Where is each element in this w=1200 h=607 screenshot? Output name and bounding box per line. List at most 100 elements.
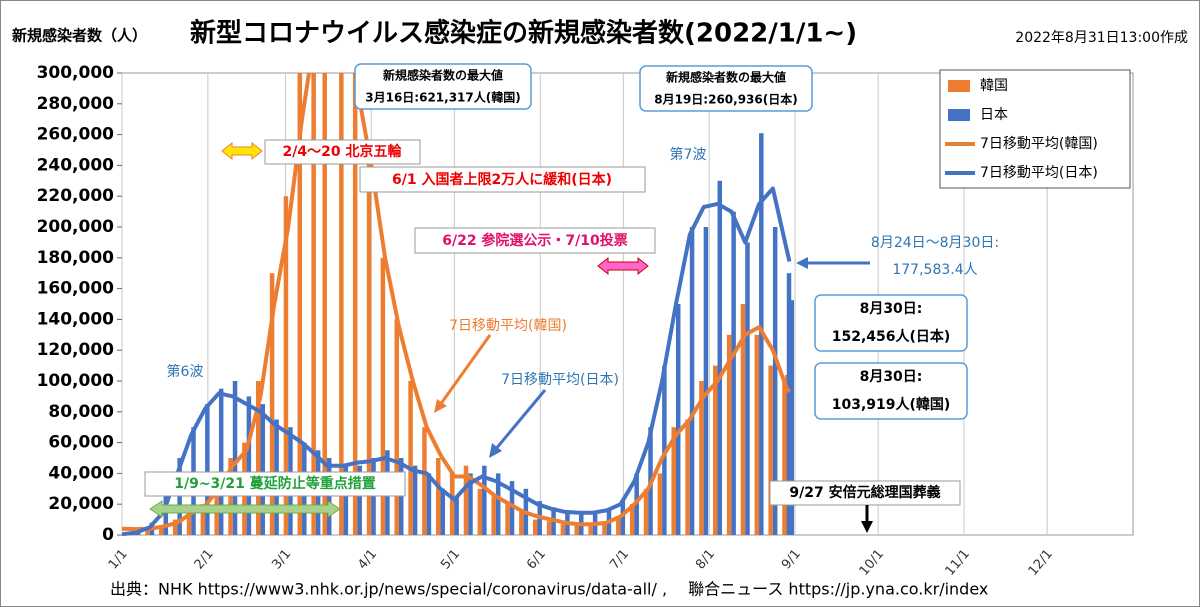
annotation-box <box>814 362 968 420</box>
bar <box>620 501 626 535</box>
bar <box>343 465 349 535</box>
legend-label: 日本 <box>980 107 1008 123</box>
bar <box>703 227 709 535</box>
bar <box>786 273 792 535</box>
legend-box <box>939 69 1131 189</box>
bar <box>408 381 413 535</box>
bar <box>713 365 718 535</box>
arrowhead <box>796 257 808 269</box>
source: 出典：NHK https://www3.nhk.or.jp/news/speci… <box>110 580 988 599</box>
annotation: 8月30日: <box>860 369 923 385</box>
bar <box>322 73 327 535</box>
annotation: 2/4〜20 北京五輪 <box>283 143 403 160</box>
annotation: 6/22 参院選公示・7/10投票 <box>442 232 628 249</box>
bar <box>159 525 164 535</box>
y-tick-label: 260,000 <box>37 125 115 145</box>
y-tick-label: 100,000 <box>37 371 115 391</box>
bar <box>657 473 663 535</box>
bar <box>745 242 750 535</box>
annotation: 8月19日:260,936(日本) <box>654 92 797 107</box>
bar <box>255 381 261 535</box>
bar <box>588 525 593 535</box>
bar <box>731 211 736 535</box>
bar <box>436 458 441 535</box>
y-tick-label: 280,000 <box>37 94 115 114</box>
bar <box>218 388 224 535</box>
bar <box>546 521 552 535</box>
annotation-box <box>359 166 646 193</box>
bar <box>246 396 252 535</box>
annotation-box <box>769 480 961 506</box>
bar <box>440 488 446 535</box>
bar <box>463 465 469 535</box>
bar <box>412 465 418 535</box>
arrow <box>493 389 547 451</box>
bar <box>491 496 496 535</box>
y-tick-label: 200,000 <box>37 217 115 237</box>
annotation: 1/9~3/21 蔓延防止等重点措置 <box>174 475 376 492</box>
bar <box>726 334 732 535</box>
double-arrow <box>221 141 263 161</box>
bar <box>283 196 289 535</box>
bar <box>754 334 760 535</box>
y-tick-label: 0 <box>102 525 114 545</box>
bar <box>675 304 681 535</box>
bar <box>357 465 362 535</box>
bar <box>689 227 695 535</box>
chart-title: 新型コロナウイルス感染症の新規感染者数(2022/1/1~) <box>190 18 857 49</box>
arrowhead <box>489 443 502 458</box>
bar <box>426 473 432 535</box>
y-tick-label: 160,000 <box>37 279 115 299</box>
annotation: 103,919人(韓国) <box>832 396 951 413</box>
annotation: 7日移動平均(韓国) <box>449 318 567 334</box>
annotation: 新規感染者数の最大値 <box>383 68 503 83</box>
y-tick-label: 120,000 <box>37 340 115 360</box>
bar <box>468 473 473 535</box>
legend-label: 韓国 <box>980 78 1008 94</box>
bar <box>352 73 358 535</box>
bar <box>269 273 275 535</box>
y-tick-label: 220,000 <box>37 186 115 206</box>
bar <box>482 465 487 535</box>
annotation-box <box>144 471 406 497</box>
annotation: 152,456人(日本) <box>832 328 951 345</box>
bar <box>629 504 635 535</box>
annotation: 新規感染者数の最大値 <box>666 70 786 85</box>
legend-label: 7日移動平均(韓国) <box>980 136 1098 152</box>
moving-average-line <box>122 73 792 532</box>
bar <box>205 404 210 535</box>
bar <box>260 404 265 535</box>
bar <box>643 488 649 535</box>
legend-swatch <box>948 109 970 121</box>
annotation: 8月24日〜8月30日: <box>871 235 999 251</box>
arrow <box>438 334 492 406</box>
arrowhead <box>861 521 873 533</box>
annotation: 3月16日:621,317人(韓国) <box>365 90 520 105</box>
bar <box>394 319 399 535</box>
legend-label: 7日移動平均(日本) <box>980 165 1098 181</box>
bar <box>560 524 566 535</box>
bar <box>339 73 344 535</box>
annotation: 7日移動平均(日本) <box>501 372 619 388</box>
y-tick-label: 20,000 <box>48 494 114 514</box>
annotation: 第7波 <box>670 146 707 163</box>
moving-average-line <box>122 186 792 536</box>
annotation: 8月30日: <box>860 301 923 317</box>
annotation-box <box>264 139 421 165</box>
bar <box>311 73 316 535</box>
bar <box>574 524 580 535</box>
bar <box>232 381 238 535</box>
bar <box>163 496 169 535</box>
y-tick-label: 80,000 <box>48 402 114 422</box>
y-axis-label: 新規感染者数（人） <box>12 27 147 45</box>
bar <box>789 300 795 535</box>
bar <box>532 519 538 535</box>
bar <box>505 504 510 535</box>
bar <box>519 511 524 535</box>
bar <box>366 150 372 535</box>
bar <box>186 508 192 535</box>
bar <box>297 73 303 535</box>
bar <box>662 365 667 535</box>
bar <box>717 180 723 536</box>
